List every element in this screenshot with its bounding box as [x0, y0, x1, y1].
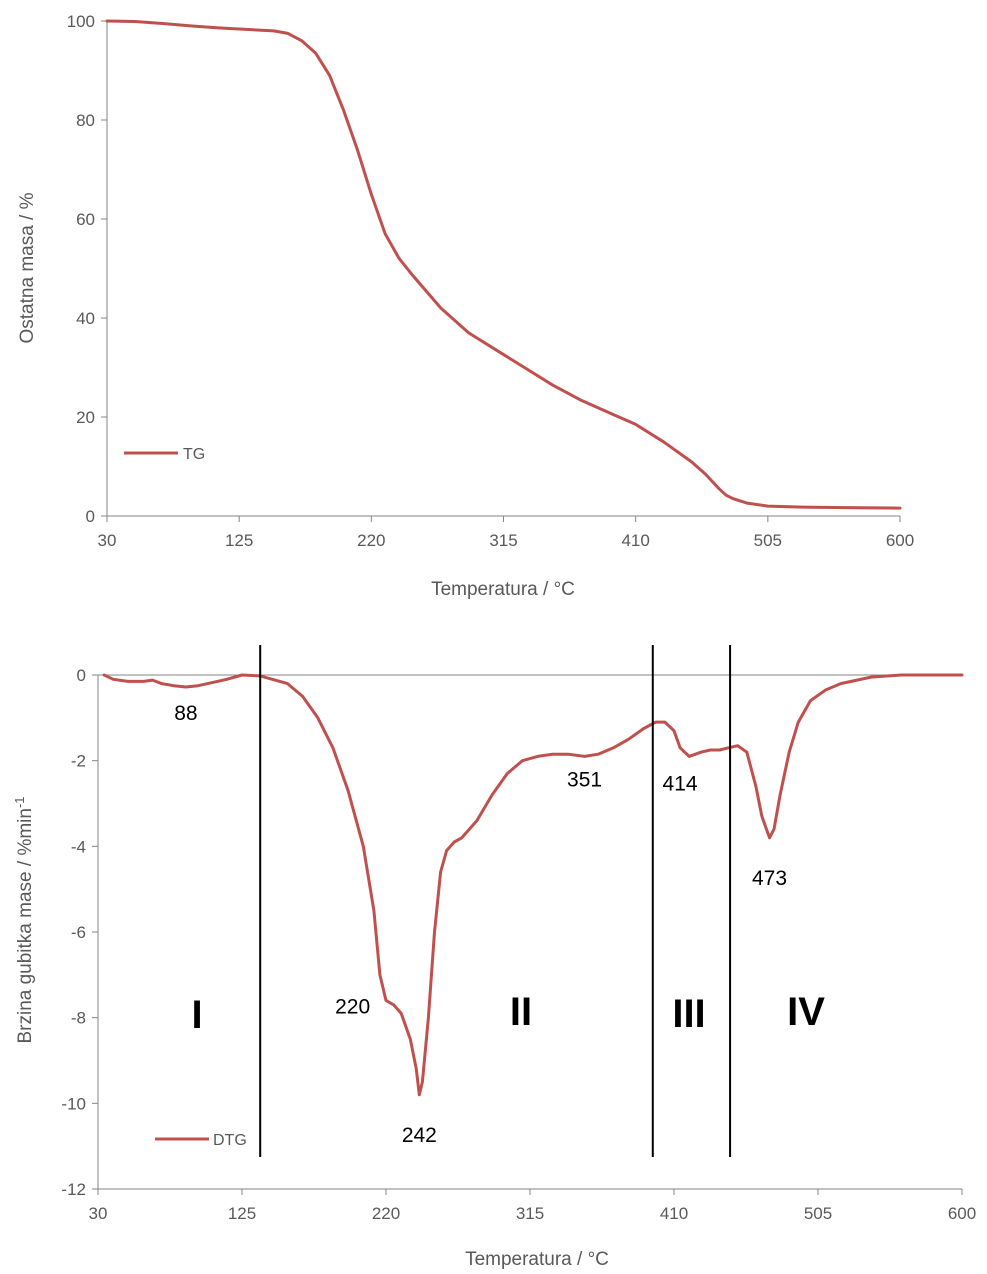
dtg-y-tick-label: -10	[61, 1094, 86, 1113]
tg-y-tick-label: 100	[67, 12, 95, 31]
dtg-y-tick-label: -12	[61, 1180, 86, 1199]
dtg-x-tick-label: 315	[516, 1204, 544, 1223]
tg-series-line	[105, 19, 902, 510]
dtg-y-tick-label: -8	[71, 1009, 86, 1028]
tg-x-axis-title: Temperatura / °C	[431, 579, 575, 600]
dtg-legend-label: DTG	[213, 1132, 247, 1149]
dtg-y-tick-label: 0	[77, 666, 86, 685]
peak-annotation: 242	[402, 1124, 437, 1147]
dtg-y-tick-label: -2	[71, 752, 86, 771]
tg-x-tick-label: 600	[886, 531, 914, 550]
peak-annotation: 220	[335, 995, 370, 1018]
dtg-y-axis-title-main: Brzina gubitka mase / %min	[15, 808, 36, 1044]
tg-legend-label: TG	[183, 446, 205, 463]
region-label-i: I	[191, 993, 202, 1037]
tg-y-tick-label: 40	[76, 309, 95, 328]
dtg-x-tick-label: 30	[89, 1204, 108, 1223]
tg-chart: 0 20 40 60 80 100 30 125 220 315 410 505 600 Ostatn…	[17, 12, 914, 600]
dtg-y-axis-title-sup: -1	[12, 796, 27, 808]
tg-y-axis-title: Ostatna masa / %	[17, 192, 38, 343]
peak-annotation: 414	[663, 773, 698, 796]
tg-x-tick-label: 505	[754, 531, 782, 550]
tg-y-tick-label: 20	[76, 408, 95, 427]
dtg-x-tick-label: 220	[372, 1204, 400, 1223]
dtg-y-tick-label: -4	[71, 837, 86, 856]
dtg-x-axis: 30 125 220 315 410 505 600	[89, 674, 976, 1223]
dtg-peak-annotations: 88 220 242 351 414 473	[174, 702, 787, 1147]
tg-x-tick-label: 30	[98, 531, 117, 550]
dtg-x-tick-label: 410	[660, 1204, 688, 1223]
tg-y-tick-label: 60	[76, 210, 95, 229]
dtg-y-axis: -12 -10 -8 -6 -4 -2 0	[61, 666, 99, 1199]
dtg-x-tick-label: 505	[804, 1204, 832, 1223]
dtg-x-axis-title: Temperatura / °C	[465, 1249, 609, 1270]
dtg-series-line	[102, 673, 964, 1097]
tg-y-tick-label: 80	[76, 111, 95, 130]
tg-y-tick-label: 0	[86, 507, 95, 526]
tg-y-axis: 0 20 40 60 80 100	[67, 12, 108, 526]
region-label-ii: II	[510, 990, 532, 1034]
dtg-y-tick-label: -6	[71, 923, 86, 942]
dtg-chart: -12 -10 -8 -6 -4 -2 0 30 125 220 315 410 505 600 88 2…	[12, 645, 976, 1270]
peak-annotation: 473	[752, 867, 787, 890]
dtg-x-tick-label: 125	[228, 1204, 256, 1223]
tg-x-tick-label: 125	[225, 531, 253, 550]
dtg-x-tick-label: 600	[948, 1204, 976, 1223]
tg-x-axis: 30 125 220 315 410 505 600	[98, 515, 914, 550]
tg-x-tick-label: 220	[357, 531, 385, 550]
dtg-y-axis-title: Brzina gubitka mase / %min-1	[12, 796, 36, 1043]
tg-x-tick-label: 315	[489, 531, 517, 550]
peak-annotation: 88	[174, 702, 197, 725]
tg-x-tick-label: 410	[621, 531, 649, 550]
region-label-iv: IV	[787, 990, 825, 1034]
region-label-iii: III	[672, 992, 705, 1036]
peak-annotation: 351	[567, 768, 602, 791]
dtg-region-boundaries	[259, 645, 732, 1157]
